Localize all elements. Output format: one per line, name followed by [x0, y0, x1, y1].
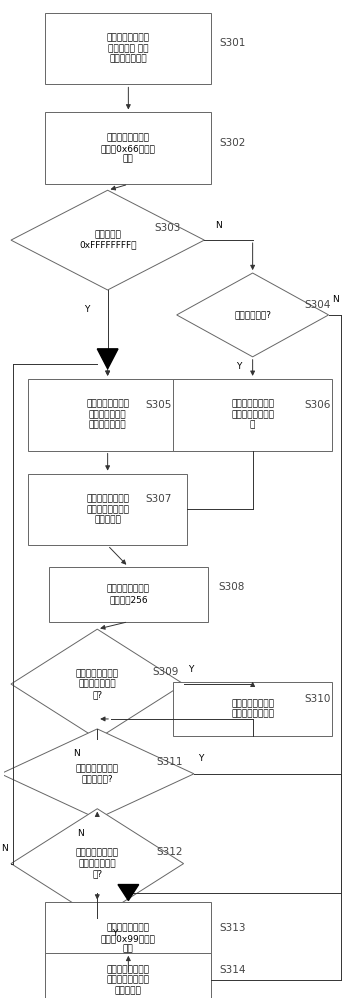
- Polygon shape: [177, 273, 329, 357]
- Polygon shape: [11, 190, 204, 290]
- Text: S305: S305: [146, 400, 172, 410]
- Text: S307: S307: [146, 494, 172, 504]
- Text: Y: Y: [188, 665, 193, 674]
- Text: S308: S308: [218, 582, 245, 592]
- Text: S313: S313: [220, 923, 246, 933]
- Text: S314: S314: [220, 965, 246, 975]
- Text: 停正从存储器中读
取和下传无压缩延
迟遥测数据: 停正从存储器中读 取和下传无压缩延 迟遥测数据: [107, 965, 150, 995]
- Text: 存储器当前读取位
置指向存储器头部: 存储器当前读取位 置指向存储器头部: [231, 699, 274, 719]
- FancyBboxPatch shape: [46, 112, 211, 184]
- Text: 设置延遥数据下传
状态为0x99（有压
缩）: 设置延遥数据下传 状态为0x99（有压 缩）: [101, 924, 156, 953]
- Text: S303: S303: [154, 223, 181, 233]
- FancyBboxPatch shape: [173, 682, 332, 736]
- FancyBboxPatch shape: [49, 567, 208, 622]
- Polygon shape: [118, 885, 139, 901]
- Polygon shape: [11, 629, 184, 739]
- Text: S306: S306: [304, 400, 331, 410]
- Text: S301: S301: [220, 38, 246, 48]
- Text: S311: S311: [156, 757, 182, 767]
- Text: 收到无压缩延遥下
传开始指令 提取
指令内星时码值: 收到无压缩延遥下 传开始指令 提取 指令内星时码值: [107, 34, 150, 63]
- Text: N: N: [332, 295, 339, 304]
- Text: Y: Y: [84, 305, 90, 314]
- Text: 通过测控组件下传
从存储器中读取的
遥测帧数据: 通过测控组件下传 从存储器中读取的 遥测帧数据: [86, 495, 129, 524]
- FancyBboxPatch shape: [173, 379, 332, 451]
- FancyBboxPatch shape: [46, 13, 211, 84]
- Text: S309: S309: [153, 667, 179, 677]
- Text: N: N: [77, 829, 83, 838]
- FancyBboxPatch shape: [46, 953, 211, 1000]
- FancyBboxPatch shape: [28, 474, 187, 545]
- Text: 设置延遥数据下传
状态为0x66（无压
缩）: 设置延遥数据下传 状态为0x66（无压 缩）: [101, 133, 156, 163]
- Text: 从存储器当前读取
位置开始读取帧
无压缩遥测数据: 从存储器当前读取 位置开始读取帧 无压缩遥测数据: [86, 400, 129, 430]
- Polygon shape: [97, 349, 118, 369]
- Text: 收到无压缩延遥下
传停止指令?: 收到无压缩延遥下 传停止指令?: [76, 764, 119, 784]
- Text: 令存储器当前读取
位置自增256: 令存储器当前读取 位置自增256: [107, 585, 150, 604]
- Text: S312: S312: [156, 847, 182, 857]
- Text: 星时码值为
0xFFFFFFFF？: 星时码值为 0xFFFFFFFF？: [79, 230, 136, 250]
- Text: 根据星时码值更新
存储器当前读取位
置: 根据星时码值更新 存储器当前读取位 置: [231, 400, 274, 430]
- Polygon shape: [11, 809, 184, 918]
- Text: 星时码值合法?: 星时码值合法?: [234, 310, 271, 319]
- Text: S304: S304: [304, 300, 331, 310]
- FancyBboxPatch shape: [46, 902, 211, 974]
- Text: 存储器当前写入位
置与读取位置相
同?: 存储器当前写入位 置与读取位置相 同?: [76, 849, 119, 878]
- Text: 存储器当前读取位
置到达存储器末
尾?: 存储器当前读取位 置到达存储器末 尾?: [76, 669, 119, 699]
- Text: S310: S310: [304, 694, 331, 704]
- Text: N: N: [215, 221, 222, 230]
- Text: N: N: [1, 844, 7, 853]
- Polygon shape: [1, 729, 194, 819]
- FancyBboxPatch shape: [28, 379, 187, 451]
- Text: Y: Y: [198, 754, 204, 763]
- Text: Y: Y: [112, 929, 117, 938]
- Text: N: N: [73, 749, 80, 758]
- Text: S302: S302: [220, 138, 246, 148]
- Text: Y: Y: [236, 362, 242, 371]
